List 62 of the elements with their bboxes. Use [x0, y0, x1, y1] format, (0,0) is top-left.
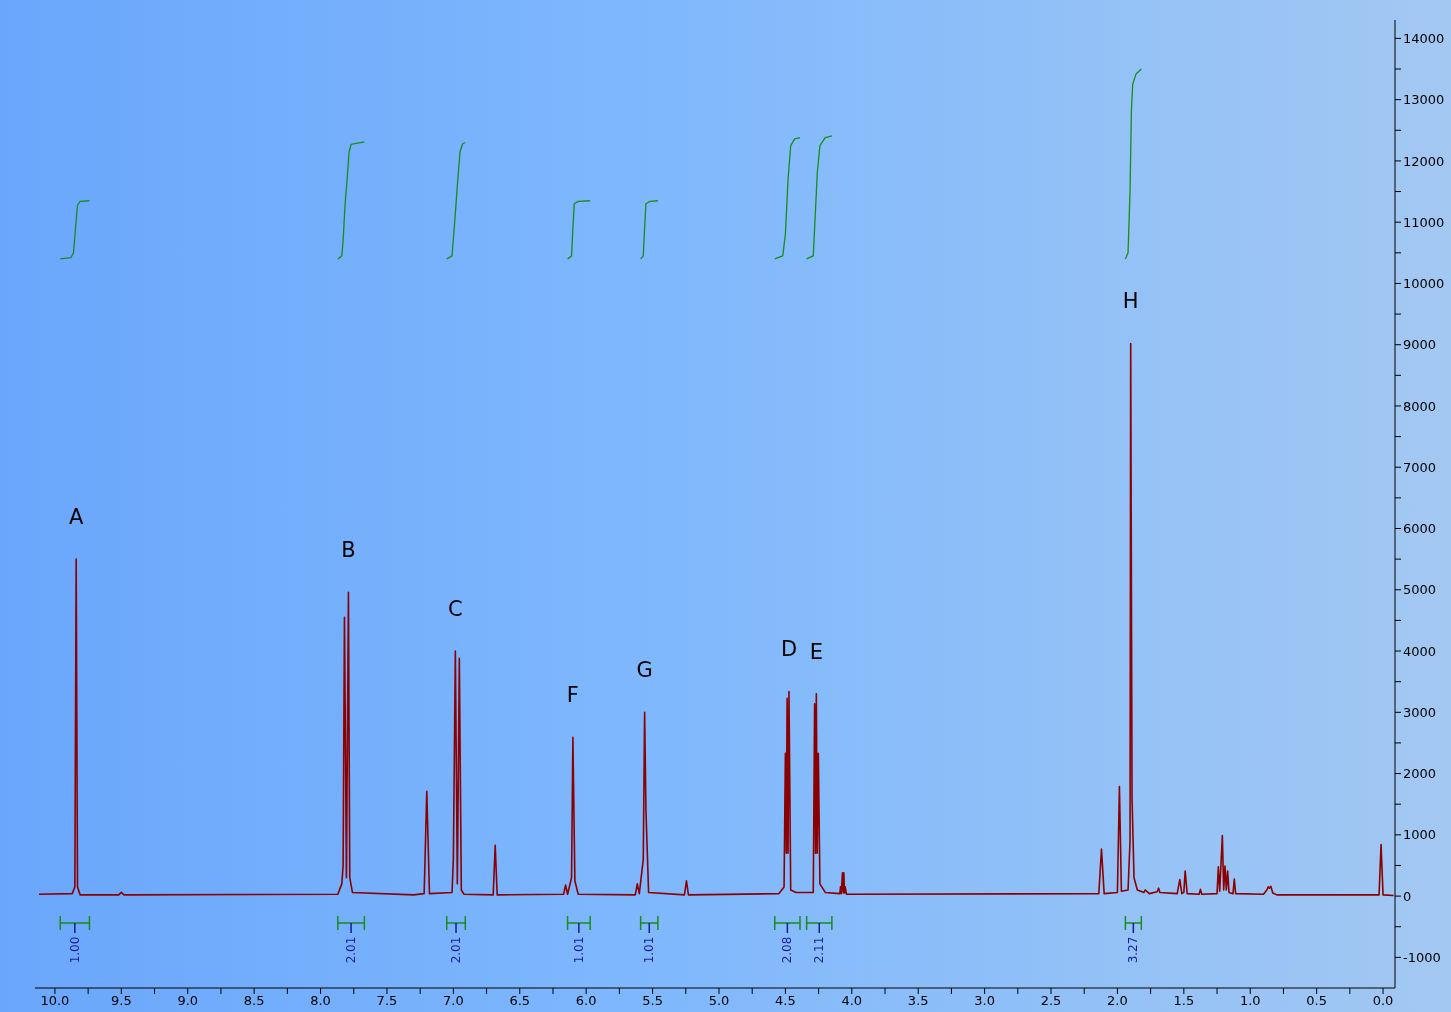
y-tick-label: 7000: [1403, 459, 1437, 475]
y-tick-label: 9000: [1403, 337, 1437, 353]
annotation: 3.27: [1126, 936, 1141, 964]
x-tick-label: 9.0: [177, 993, 199, 1009]
x-tick-label: 2.0: [1107, 993, 1128, 1009]
x-tick-label: 7.0: [443, 993, 464, 1009]
line-series: [446, 141, 466, 260]
annotation: G: [636, 658, 653, 683]
x-tick-label: 8.0: [310, 993, 331, 1009]
annotation: F: [566, 683, 579, 708]
line-series: [59, 200, 91, 260]
y-tick-label: 8000: [1403, 398, 1437, 414]
x-tick-label: 10.0: [40, 993, 70, 1009]
y-tick-label: 3000: [1403, 704, 1437, 720]
x-tick-label: 9.5: [110, 993, 132, 1009]
y-tick-label: 1000: [1403, 827, 1437, 843]
annotation: C: [448, 597, 463, 622]
x-tick-label: 4.5: [775, 993, 796, 1009]
annotation: B: [341, 538, 356, 563]
annotation: 2.11: [812, 936, 827, 964]
y-tick-label: 10000: [1403, 276, 1445, 292]
annotation: D: [780, 637, 798, 662]
y-tick-label: 5000: [1403, 582, 1437, 598]
y-tick-label: 11000: [1403, 214, 1445, 230]
annotation: 2.08: [780, 936, 795, 964]
x-tick-label: 7.5: [376, 993, 398, 1009]
x-tick-label: 0.0: [1372, 993, 1394, 1009]
y-tick-label: 13000: [1403, 92, 1445, 108]
y-tick-label: 0: [1403, 888, 1412, 904]
line-series: [337, 141, 366, 260]
line-series: [566, 200, 591, 260]
line-series: [1124, 68, 1142, 260]
x-tick-label: 4.0: [841, 993, 863, 1009]
x-tick-label: 1.0: [1239, 993, 1261, 1009]
x-tick-label: 6.0: [575, 993, 597, 1009]
x-tick-label: 8.5: [243, 993, 265, 1009]
x-tick-label: 3.5: [907, 993, 929, 1009]
y-tick-label: 14000: [1403, 30, 1445, 46]
y-tick-label: 4000: [1403, 643, 1437, 659]
line-series: [639, 200, 659, 260]
x-tick-label: 5.5: [642, 993, 663, 1009]
x-tick-label: 5.0: [708, 993, 730, 1009]
line-series: [774, 136, 801, 260]
line-series: [805, 135, 833, 260]
x-tick-label: 3.0: [974, 993, 995, 1009]
y-tick-label: 2000: [1403, 766, 1437, 782]
annotation: 1.01: [571, 936, 586, 964]
annotation: 1.01: [642, 936, 657, 964]
x-tick-label: 6.5: [509, 993, 531, 1009]
annotation: H: [1122, 289, 1139, 314]
y-tick-label: 12000: [1403, 153, 1445, 169]
y-tick-label: -1000: [1403, 949, 1441, 965]
x-tick-label: 1.5: [1173, 993, 1195, 1009]
annotation: A: [68, 505, 84, 530]
x-tick-label: 0.5: [1306, 993, 1327, 1009]
y-tick-label: 6000: [1403, 521, 1437, 537]
annotation: E: [809, 639, 823, 664]
x-tick-label: 2.5: [1040, 993, 1062, 1009]
annotation: 2.01: [449, 936, 464, 964]
annotation: 1.00: [67, 936, 82, 964]
line-series: [38, 342, 1395, 897]
annotation: 2.01: [344, 936, 359, 964]
